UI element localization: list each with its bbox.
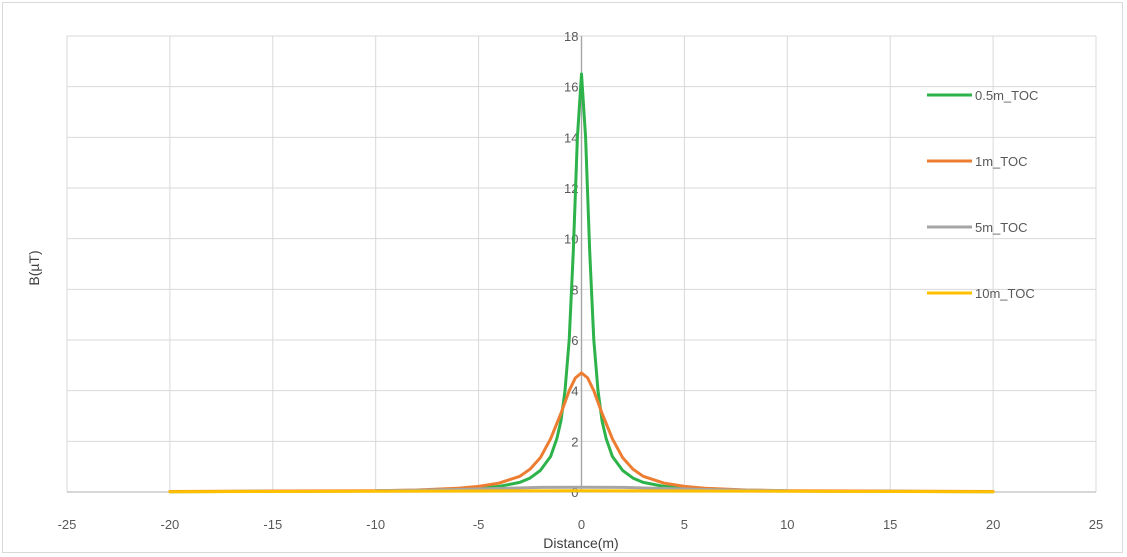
y-tick-label: 18 <box>564 29 578 44</box>
y-tick-label: 2 <box>571 434 578 449</box>
x-tick-label: 0 <box>578 517 585 532</box>
legend-label-0-5m-toc: 0.5m_TOC <box>975 88 1038 103</box>
x-tick-label: 10 <box>780 517 794 532</box>
x-tick-label: -10 <box>366 517 385 532</box>
y-tick-label: 10 <box>564 232 578 247</box>
x-axis: -25 -20 -15 -10 -5 0 5 10 15 20 25 <box>58 492 1104 532</box>
x-tick-label: -15 <box>263 517 282 532</box>
y-tick-label: 6 <box>571 333 578 348</box>
x-tick-label: 20 <box>986 517 1000 532</box>
legend-label-1m-toc: 1m_TOC <box>975 154 1028 169</box>
legend: 0.5m_TOC 1m_TOC 5m_TOC 10m_TOC <box>927 88 1038 301</box>
series-line-10m-toc <box>170 491 993 492</box>
x-tick-label: 25 <box>1089 517 1103 532</box>
x-axis-label: Distance(m) <box>543 535 618 551</box>
x-tick-label: -5 <box>473 517 485 532</box>
x-tick-label: 5 <box>681 517 688 532</box>
y-tick-label: 16 <box>564 80 578 95</box>
x-tick-label: -20 <box>161 517 180 532</box>
x-tick-label: -25 <box>58 517 77 532</box>
legend-label-5m-toc: 5m_TOC <box>975 220 1028 235</box>
y-axis-label: B(µT) <box>26 250 42 285</box>
legend-label-10m-toc: 10m_TOC <box>975 286 1035 301</box>
x-tick-label: 15 <box>883 517 897 532</box>
